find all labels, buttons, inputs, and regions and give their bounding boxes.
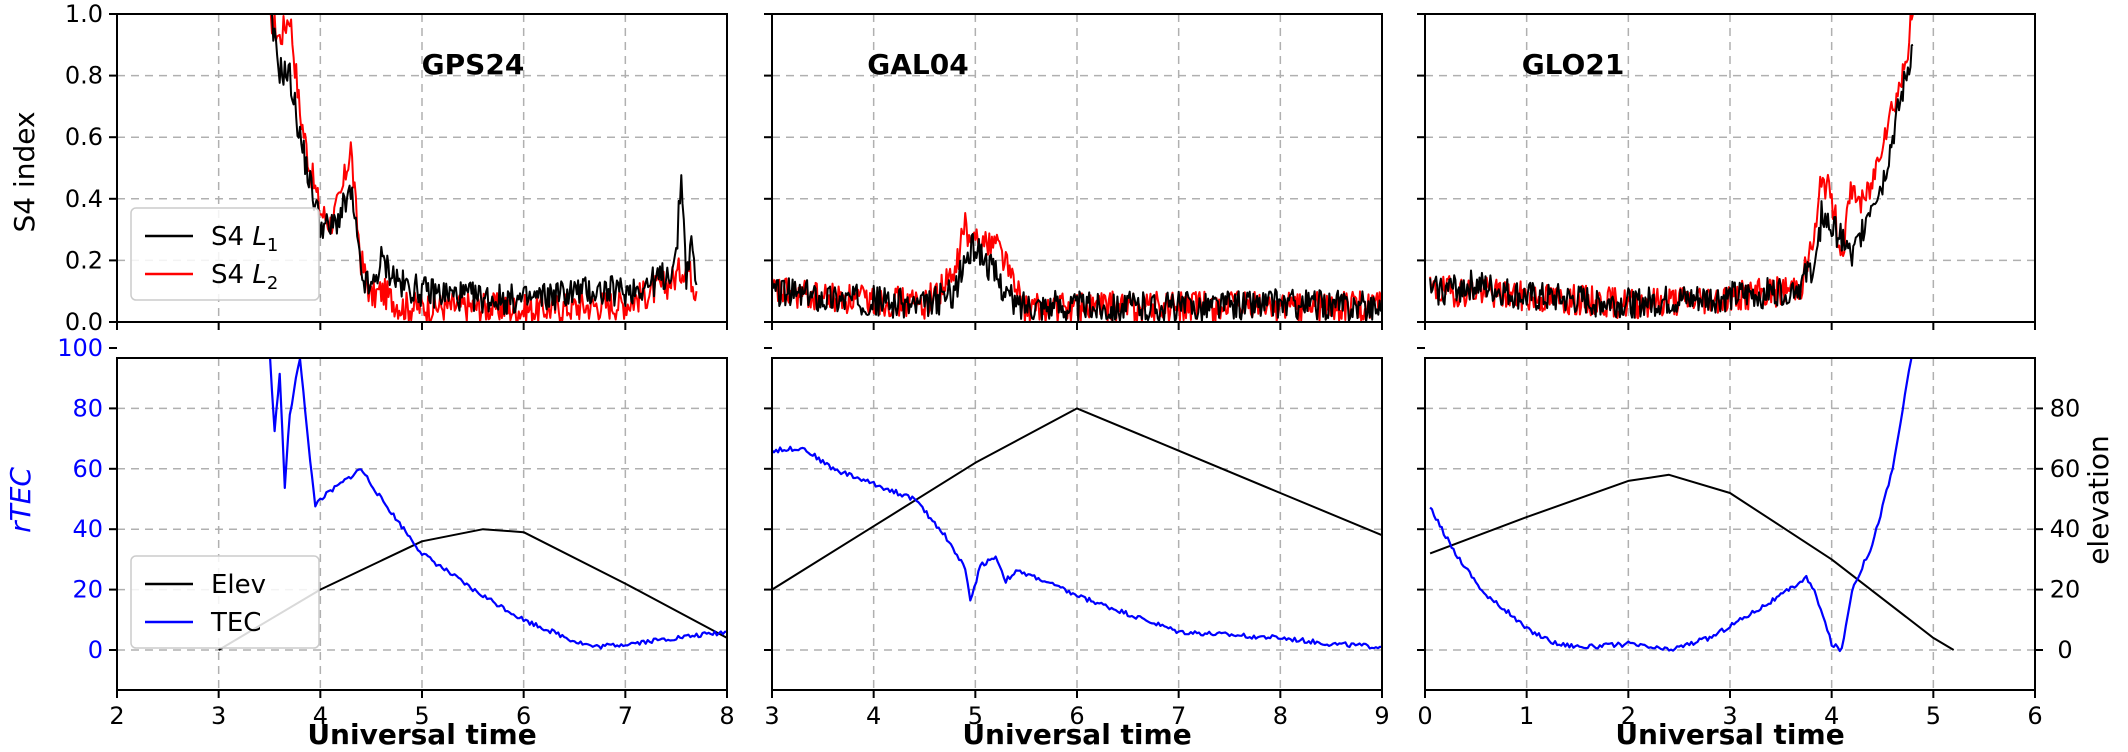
legend-box [130, 207, 320, 301]
x-tick-label: 6 [1069, 702, 1084, 730]
panel-title: GAL04 [867, 48, 968, 81]
x-tick-label: 7 [618, 702, 633, 730]
s4-axes: 0.0 0.2 0.4 0.6 0.8 1.0 GPS24 [65, 0, 728, 336]
x-tick-label: 3 [211, 702, 226, 730]
s4-series [1429, 14, 1914, 320]
y-tick-label: 0.6 [65, 123, 103, 151]
tec-series [772, 407, 1382, 650]
s4-series [269, 14, 698, 322]
tec-series [1429, 358, 1955, 653]
x-tick-label: 1 [1519, 702, 1534, 730]
panel-glo21: GLO21 0 1 2 3 4 5 6 Universal time 0 20 40 60 80 [1417, 13, 2081, 751]
x-tick-label: 5 [414, 702, 429, 730]
x-tick-label: 0 [1417, 702, 1432, 730]
elev-tick-label: 0 [2057, 636, 2072, 664]
elev-line [1429, 473, 1955, 651]
x-tick-label: 6 [2027, 702, 2042, 730]
tec-axes: 3 4 5 6 7 8 9 Universal time [764, 347, 1390, 751]
x-axis-label: Universal time [1615, 718, 1844, 751]
legend-label: S4 L2 [211, 260, 278, 294]
elev-tick-label: 80 [2050, 394, 2081, 422]
panel-title: GLO21 [1522, 48, 1625, 81]
x-tick-label: 4 [313, 702, 328, 730]
x-tick-label: 9 [1374, 702, 1389, 730]
panel-gps24: 0.0 0.2 0.4 0.6 0.8 1.0 GPS24 2 3 4 5 6 7 8 Universal … [57, 0, 734, 751]
tec-tick-label: 80 [72, 394, 103, 422]
tec-tick-label: 40 [72, 515, 103, 543]
s4-l2-line [1429, 14, 1914, 320]
tec-tick-label: 20 [72, 576, 103, 604]
tec-line [772, 445, 1382, 650]
x-tick-label: 4 [1824, 702, 1839, 730]
x-tick-label: 4 [866, 702, 881, 730]
panel-title: GPS24 [422, 48, 525, 81]
s4-l1-line [772, 232, 1382, 322]
legend-label: S4 L1 [211, 222, 278, 256]
x-tick-label: 2 [109, 702, 124, 730]
y-tick-label: 0.8 [65, 62, 103, 90]
s4-l1-line [269, 14, 698, 316]
x-axis-label: Universal time [962, 718, 1191, 751]
s4-series [772, 212, 1382, 322]
x-tick-label: 7 [1171, 702, 1186, 730]
x-tick-label: 5 [968, 702, 983, 730]
x-tick-label: 8 [1273, 702, 1288, 730]
s4-axes: GLO21 [1417, 13, 2036, 330]
tec-tick-label: 0 [88, 636, 103, 664]
elevation-ylabel: elevation [2082, 435, 2115, 565]
tec-tick-label: 100 [57, 334, 103, 362]
x-tick-label: 3 [1722, 702, 1737, 730]
tec-line [1429, 358, 1913, 653]
x-axis-label: Universal time [307, 718, 536, 751]
s4-l1-line [1429, 43, 1914, 319]
tec-legend: Elev TEC [130, 555, 320, 649]
legend-label: TEC [210, 608, 261, 638]
elev-tick-label: 40 [2050, 515, 2081, 543]
elev-line [218, 528, 727, 651]
x-tick-label: 3 [764, 702, 779, 730]
tec-line [268, 358, 727, 650]
y-tick-label: 0.2 [65, 246, 103, 274]
y-tick-label: 1.0 [65, 0, 103, 28]
tec-series [218, 358, 727, 651]
elev-line [772, 407, 1382, 591]
legend-label: Elev [211, 570, 266, 600]
tec-axes: 0 1 2 3 4 5 6 Universal time 0 20 40 60 80 [1417, 347, 2081, 751]
rtec-ylabel: rTEC [4, 467, 37, 533]
s4-legend: S4 L1 S4 L2 [130, 207, 320, 301]
s4-axes: GAL04 [764, 13, 1383, 330]
x-tick-label: 8 [719, 702, 734, 730]
x-tick-label: 6 [516, 702, 531, 730]
s4-ylabel: S4 index [8, 111, 41, 232]
legend-box [130, 555, 320, 649]
x-tick-label: 2 [1621, 702, 1636, 730]
y-tick-label: 0.4 [65, 185, 103, 213]
panel-gal04: GAL04 3 4 5 6 7 8 9 Universal time [764, 13, 1390, 751]
elev-tick-label: 20 [2050, 576, 2081, 604]
tec-tick-label: 60 [72, 455, 103, 483]
y-tick-label: 0.0 [65, 308, 103, 336]
x-tick-label: 5 [1926, 702, 1941, 730]
tec-axes: 2 3 4 5 6 7 8 Universal time 0 20 40 60 80 100 [57, 334, 734, 751]
elev-tick-label: 60 [2050, 455, 2081, 483]
